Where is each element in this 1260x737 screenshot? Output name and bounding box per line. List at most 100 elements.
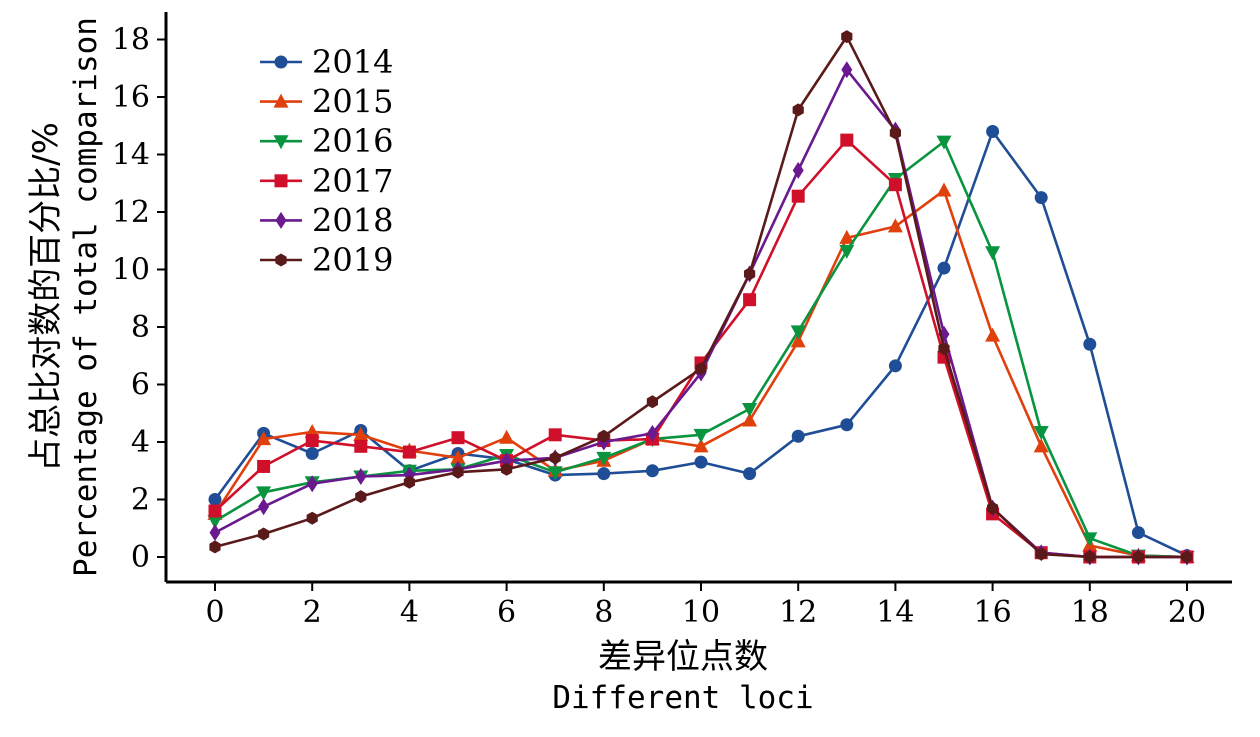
y-tick-label: 14 xyxy=(112,138,150,173)
y-axis-label-zh-group: 占总比对数的百分比/% xyxy=(26,122,66,472)
data-point xyxy=(258,527,270,541)
y-axis-label-en-group: Percentage of total comparison xyxy=(68,17,104,577)
data-point xyxy=(354,439,368,453)
legend-item-2017: 2017 xyxy=(260,162,393,200)
data-point xyxy=(791,429,805,443)
data-point xyxy=(840,133,854,147)
data-point xyxy=(646,395,658,409)
x-tick-label: 14 xyxy=(876,595,914,630)
data-point xyxy=(987,501,999,515)
data-point xyxy=(256,486,272,501)
data-point xyxy=(208,493,222,506)
y-tick-label: 4 xyxy=(131,425,150,460)
legend-item-2016: 2016 xyxy=(260,122,393,160)
y-tick-label: 18 xyxy=(112,23,150,58)
data-point xyxy=(742,402,758,417)
legend-item-2019: 2019 xyxy=(260,241,393,279)
data-point xyxy=(452,465,464,479)
data-point xyxy=(839,229,855,244)
x-tick-label: 12 xyxy=(779,595,817,630)
data-point xyxy=(209,524,221,542)
data-point xyxy=(451,431,465,445)
legend-marker xyxy=(274,174,288,188)
y-tick-label: 0 xyxy=(131,540,150,575)
data-point xyxy=(936,135,952,150)
data-point xyxy=(887,218,903,233)
data-point xyxy=(1132,550,1144,564)
x-tick-label: 10 xyxy=(682,595,720,630)
legend-marker xyxy=(274,55,288,69)
data-point xyxy=(402,445,416,459)
data-point xyxy=(1181,550,1193,564)
data-point xyxy=(501,462,513,476)
data-point xyxy=(499,429,515,444)
y-axis-label-en: Percentage of total comparison xyxy=(68,17,104,577)
data-point xyxy=(257,459,271,473)
legend-label: 2015 xyxy=(312,83,393,121)
x-tick-label: 6 xyxy=(497,595,516,630)
legend-label: 2016 xyxy=(312,122,393,160)
data-point xyxy=(1131,526,1145,540)
data-point xyxy=(1082,532,1098,547)
data-point xyxy=(306,511,318,525)
data-point xyxy=(547,466,563,481)
data-point xyxy=(1034,191,1048,205)
legend-marker xyxy=(275,211,287,229)
data-point xyxy=(596,451,612,466)
data-point xyxy=(1033,438,1049,453)
data-point xyxy=(936,182,952,197)
data-point xyxy=(258,498,270,516)
data-point xyxy=(938,342,950,356)
y-tick-label: 16 xyxy=(112,80,150,115)
data-point xyxy=(353,426,369,441)
data-point xyxy=(792,161,804,179)
legend-marker xyxy=(273,135,289,150)
legend-marker xyxy=(273,93,289,108)
legend-label: 2018 xyxy=(312,201,393,239)
data-point xyxy=(1083,337,1097,351)
data-point xyxy=(840,418,854,432)
axes-layer xyxy=(164,12,1232,584)
x-axis-label-zh: 差异位点数 xyxy=(598,637,768,677)
series-2014 xyxy=(208,125,1194,563)
data-point xyxy=(597,467,611,481)
data-point xyxy=(841,61,853,79)
data-point xyxy=(742,412,758,427)
series-2019 xyxy=(209,30,1193,564)
data-point xyxy=(355,490,367,504)
data-point xyxy=(743,467,757,481)
data-point xyxy=(986,125,1000,138)
x-tick-label: 20 xyxy=(1168,595,1206,630)
legend-label: 2014 xyxy=(312,43,393,81)
data-point xyxy=(209,540,221,554)
data-point xyxy=(305,447,319,460)
y-tick-label: 8 xyxy=(131,310,150,345)
data-point xyxy=(693,428,709,443)
y-tick-label: 6 xyxy=(131,368,150,403)
data-point xyxy=(695,362,707,376)
x-tick-label: 16 xyxy=(974,595,1012,630)
data-point xyxy=(792,103,804,117)
data-point xyxy=(694,455,708,469)
data-point xyxy=(841,30,853,44)
data-point xyxy=(1033,425,1049,440)
data-point xyxy=(306,475,318,493)
y-tick-label: 2 xyxy=(131,483,150,518)
x-tick-label: 18 xyxy=(1071,595,1109,630)
legend-item-2015: 2015 xyxy=(260,83,393,121)
data-point xyxy=(693,438,709,453)
data-point xyxy=(256,431,272,446)
data-point xyxy=(450,449,466,464)
data-point xyxy=(743,293,757,307)
y-tick-label: 12 xyxy=(112,195,150,230)
legend-item-2018: 2018 xyxy=(260,201,393,239)
data-point xyxy=(1035,547,1047,561)
legend-marker xyxy=(275,253,287,267)
data-point xyxy=(839,244,855,259)
data-point xyxy=(598,429,610,443)
x-tick-label: 2 xyxy=(303,595,322,630)
data-point xyxy=(305,434,319,448)
data-point xyxy=(355,468,367,485)
data-point xyxy=(403,475,415,489)
